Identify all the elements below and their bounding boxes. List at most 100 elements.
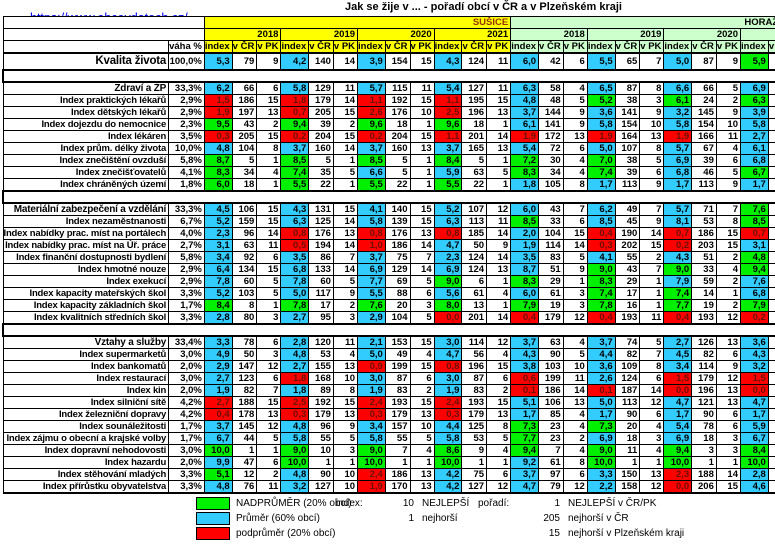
rank-pk-cell[interactable]: 12 [715,372,742,385]
rank-cr-cell[interactable]: 196 [461,360,488,373]
index-cell[interactable]: 8,4 [203,299,233,312]
row-label-cell[interactable]: Index nabídky prac. míst na Úř. práce [2,239,170,252]
index-cell[interactable]: 4,8 [740,251,769,264]
rank-cr-cell[interactable]: 34 [538,166,564,179]
weight-cell[interactable]: 2,9% [168,263,205,276]
rank-pk-cell[interactable]: 5 [562,348,588,361]
index-cell[interactable]: 6,6 [663,81,693,95]
weight-cell[interactable]: 100,0% [168,52,205,71]
rank-cr-cell[interactable]: 20 [614,420,641,433]
row-label-cell[interactable]: Index dětských lékařů [2,106,170,119]
rank-pk-cell[interactable]: 9 [562,118,588,131]
rank-cr-cell[interactable]: 18 [614,432,641,445]
index-cell[interactable]: 1,9 [357,480,386,494]
rank-cr-cell[interactable]: 186 [231,94,258,107]
year-header[interactable]: 2020 [357,28,435,41]
index-cell[interactable]: 7,9 [740,299,769,312]
rank-pk-cell[interactable]: 1 [409,154,435,167]
rank-pk-cell[interactable]: 14 [562,384,588,397]
rank-pk-cell[interactable]: 13 [486,408,512,421]
rank-cr-cell[interactable]: 42 [538,52,564,71]
rank-cr-cell[interactable]: 85 [538,408,564,421]
rank-cr-cell[interactable]: 188 [231,396,258,409]
rank-cr-cell[interactable]: 23 [538,420,564,433]
weight-cell[interactable]: 33,3% [168,202,205,216]
rank-cr-cell[interactable]: 192 [308,396,334,409]
rank-cr-cell[interactable]: 17 [308,299,334,312]
rank-pk-cell[interactable]: 2 [715,94,742,107]
rank-pk-cell[interactable]: 6 [562,215,588,228]
index-cell[interactable]: 0,5 [280,239,310,252]
row-label-cell[interactable]: Index kin [2,384,170,397]
rank-pk-cell[interactable]: 1 [486,299,512,312]
rank-pk-cell[interactable]: 6 [562,468,588,481]
weight-cell[interactable]: 5,8% [168,251,205,264]
col-header-index[interactable]: index [586,40,616,54]
rank-pk-cell[interactable]: 6 [256,335,282,349]
index-cell[interactable]: 6,9 [740,81,769,95]
index-cell[interactable]: 3,7 [357,251,386,264]
rank-cr-cell[interactable]: 78 [231,335,258,349]
rank-pk-cell[interactable]: 1 [332,178,359,192]
row-label-cell[interactable]: Index lékáren [2,130,170,143]
rank-cr-cell[interactable]: 199 [538,372,564,385]
col-header-vcr[interactable]: v ČR [308,40,334,54]
index-cell[interactable]: 9,4 [280,118,310,131]
index-cell[interactable]: 9,0 [586,444,616,457]
rank-cr-cell[interactable]: 101 [767,480,775,494]
col-header-index[interactable]: index [740,40,769,54]
index-cell[interactable]: 1,9 [203,384,233,397]
index-cell[interactable]: 4,4 [433,420,463,433]
col-header-vcr[interactable]: v ČR [538,40,564,54]
index-cell[interactable]: 5,9 [740,420,769,433]
rank-pk-cell[interactable]: 14 [256,227,282,240]
rank-pk-cell[interactable]: 15 [409,335,435,349]
rank-cr-cell[interactable]: 129 [384,263,411,276]
col-header-vpk[interactable]: v PK [639,40,665,54]
rank-cr-cell[interactable]: 127 [308,480,334,494]
index-cell[interactable]: 3,6 [586,106,616,119]
rank-pk-cell[interactable]: 4 [715,263,742,276]
index-cell[interactable]: 5,7 [357,81,386,95]
index-cell[interactable]: 0,8 [433,227,463,240]
col-header-vcr[interactable]: v ČR [384,40,411,54]
rank-pk-cell[interactable]: 7 [639,52,665,71]
rank-cr-cell[interactable]: 74 [614,335,641,349]
rank-pk-cell[interactable]: 13 [332,227,359,240]
rank-pk-cell[interactable]: 6 [715,408,742,421]
rank-cr-cell[interactable]: 24 [691,94,717,107]
rank-cr-cell[interactable]: 160 [384,142,411,155]
index-cell[interactable]: 4,5 [663,348,693,361]
rank-cr-cell[interactable]: 66 [231,81,258,95]
rank-cr-cell[interactable]: 125 [308,215,334,228]
rank-cr-cell[interactable]: 141 [614,106,641,119]
index-cell[interactable]: 1,9 [433,384,463,397]
rank-cr-cell[interactable]: 60 [308,275,334,288]
rank-pk-cell[interactable]: 15 [486,360,512,373]
rank-cr-cell[interactable]: 186 [384,468,411,481]
rank-pk-cell[interactable]: 1 [639,275,665,288]
index-cell[interactable]: 3,9 [740,106,769,119]
index-cell[interactable]: 0,4 [586,227,616,240]
rank-cr-cell[interactable]: 154 [691,118,717,131]
index-cell[interactable]: 4,7 [740,396,769,409]
index-cell[interactable]: 6,9 [663,154,693,167]
index-cell[interactable]: 8,5 [740,215,769,228]
rank-cr-cell[interactable]: 82 [691,348,717,361]
index-cell[interactable]: 2,8 [740,468,769,481]
index-cell[interactable]: 2,7 [280,311,310,325]
row-label-cell[interactable]: Index restaurací [2,372,170,385]
index-cell[interactable]: 6,3 [280,215,310,228]
rank-pk-cell[interactable]: 4 [562,444,588,457]
rank-cr-cell[interactable]: 95 [308,311,334,325]
index-cell[interactable]: 1,9 [510,130,540,143]
rank-pk-cell[interactable]: 1 [639,287,665,300]
rank-pk-cell[interactable]: 5 [562,94,588,107]
rank-pk-cell[interactable]: 9 [256,52,282,71]
rank-cr-cell[interactable]: 127 [461,81,488,95]
rank-cr-cell[interactable]: 65 [614,52,641,71]
rank-cr-cell[interactable]: 86 [308,251,334,264]
rank-pk-cell[interactable]: 15 [639,239,665,252]
rank-cr-cell[interactable]: 104 [538,227,564,240]
weight-cell[interactable]: 10,0% [168,142,205,155]
